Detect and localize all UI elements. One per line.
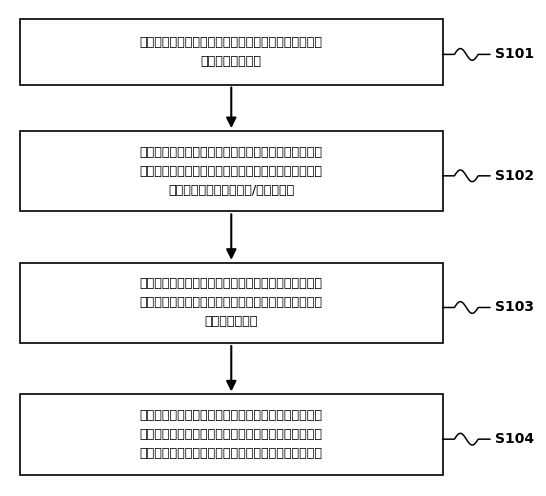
Text: S101: S101 — [495, 48, 535, 62]
Bar — [20, 394, 443, 475]
Text: S104: S104 — [495, 432, 535, 446]
Bar — [20, 131, 443, 211]
Text: 将至少一个有限元模型导入一个基准有限元模型进行组
装，形成组装模型: 将至少一个有限元模型导入一个基准有限元模型进行组 装，形成组装模型 — [140, 36, 323, 68]
Text: S103: S103 — [495, 301, 535, 314]
Text: 在组装模型中查找每个连接关系信息中的连接主面编号
和连接从面编号对应的连接面，分别作为相关联的连接
主面和连接从面: 在组装模型中查找每个连接关系信息中的连接主面编号 和连接从面编号对应的连接面，分… — [140, 277, 323, 328]
Text: 获取各有限元模型中的每个连接关系信息中的连接主面
编号、连接从面编号、连接信息及连接关系名称；连接
关系信息包括绑定信息和/或接触信息: 获取各有限元模型中的每个连接关系信息中的连接主面 编号、连接从面编号、连接信息及… — [140, 146, 323, 197]
Bar — [20, 19, 443, 85]
Text: 根据相关联的连接主面和连接从面、以及关联信息，新
建组装模型的连接关系信息；关联信息包括与相关联的
连接主面和连接从面相对应的连接信息和连接关系名称: 根据相关联的连接主面和连接从面、以及关联信息，新 建组装模型的连接关系信息；关联… — [140, 409, 323, 460]
Text: S102: S102 — [495, 169, 535, 183]
Bar — [20, 262, 443, 343]
